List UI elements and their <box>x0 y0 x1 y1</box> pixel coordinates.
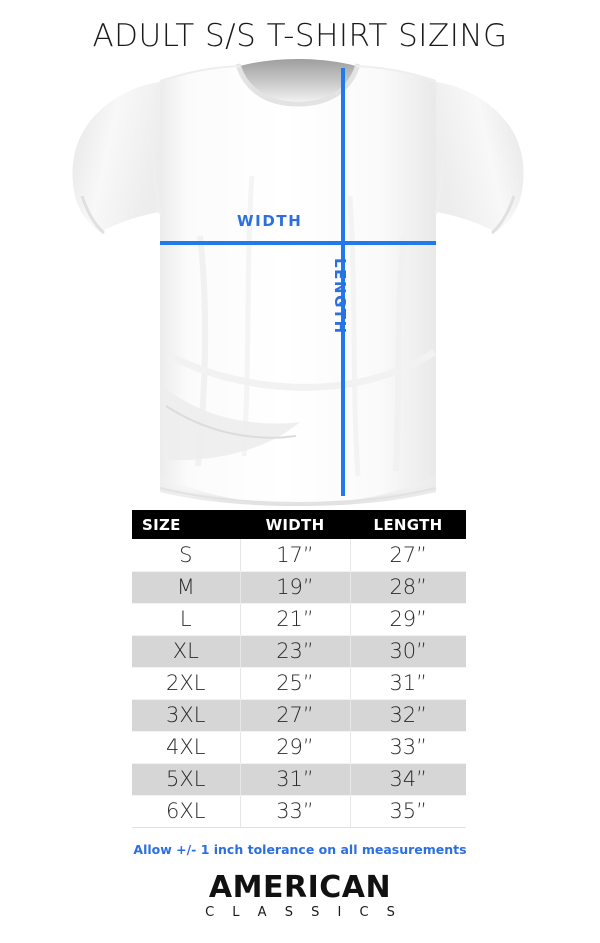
table-row: L 21” 29” <box>132 603 466 636</box>
table-row: 6XL 33” 35” <box>132 795 466 828</box>
cell-size: 4XL <box>132 731 241 764</box>
table-row: M 19” 28” <box>132 571 466 604</box>
table-row: 2XL 25” 31” <box>132 667 466 700</box>
cell-width: 23” <box>240 635 351 668</box>
cell-width: 21” <box>240 603 351 636</box>
table-row: S 17” 27” <box>132 539 466 572</box>
column-header-size: SIZE <box>132 510 240 539</box>
size-table-head: SIZE WIDTH LENGTH <box>132 510 466 539</box>
cell-size: XL <box>132 635 241 668</box>
cell-width: 33” <box>240 795 351 828</box>
cell-length: 34” <box>350 763 466 796</box>
brand-name-primary: AMERICAN <box>208 870 392 905</box>
table-row: 4XL 29” 33” <box>132 731 466 764</box>
cell-length: 33” <box>350 731 466 764</box>
cell-size: 5XL <box>132 763 241 796</box>
cell-length: 31” <box>350 667 466 700</box>
size-table-container: SIZE WIDTH LENGTH S 17” 27” M 19” 28” L <box>132 510 466 828</box>
column-header-length: LENGTH <box>350 510 466 539</box>
cell-width: 19” <box>240 571 351 604</box>
cell-width: 31” <box>240 763 351 796</box>
tolerance-note: Allow +/- 1 inch tolerance on all measur… <box>133 842 467 857</box>
cell-size: L <box>132 603 241 636</box>
brand-name-secondary: C L A S S I C S <box>205 905 402 920</box>
cell-size: 2XL <box>132 667 241 700</box>
cell-length: 35” <box>350 795 466 828</box>
cell-width: 27” <box>240 699 351 732</box>
cell-length: 28” <box>350 571 466 604</box>
cell-size: M <box>132 571 241 604</box>
cell-width: 17” <box>240 539 351 572</box>
cell-size: S <box>132 539 241 572</box>
cell-width: 25” <box>240 667 351 700</box>
table-row: XL 23” 30” <box>132 635 466 668</box>
cell-length: 27” <box>350 539 466 572</box>
cell-length: 30” <box>350 635 466 668</box>
table-header-row: SIZE WIDTH LENGTH <box>132 510 466 539</box>
cell-length: 32” <box>350 699 466 732</box>
cell-width: 29” <box>240 731 351 764</box>
column-header-width: WIDTH <box>240 510 350 539</box>
page-title: ADULT S/S T-SHIRT SIZING <box>92 18 508 54</box>
table-row: 5XL 31” 34” <box>132 763 466 796</box>
size-table-body: S 17” 27” M 19” 28” L 21” 29” XL 23” <box>132 539 466 828</box>
cell-size: 3XL <box>132 699 241 732</box>
tshirt-icon <box>72 59 524 506</box>
table-row: 3XL 27” 32” <box>132 699 466 732</box>
tshirt-illustration <box>0 56 600 506</box>
cell-length: 29” <box>350 603 466 636</box>
brand-logo: AMERICAN C L A S S I C S <box>0 872 600 922</box>
cell-size: 6XL <box>132 795 241 828</box>
size-table: SIZE WIDTH LENGTH S 17” 27” M 19” 28” L <box>132 510 466 828</box>
